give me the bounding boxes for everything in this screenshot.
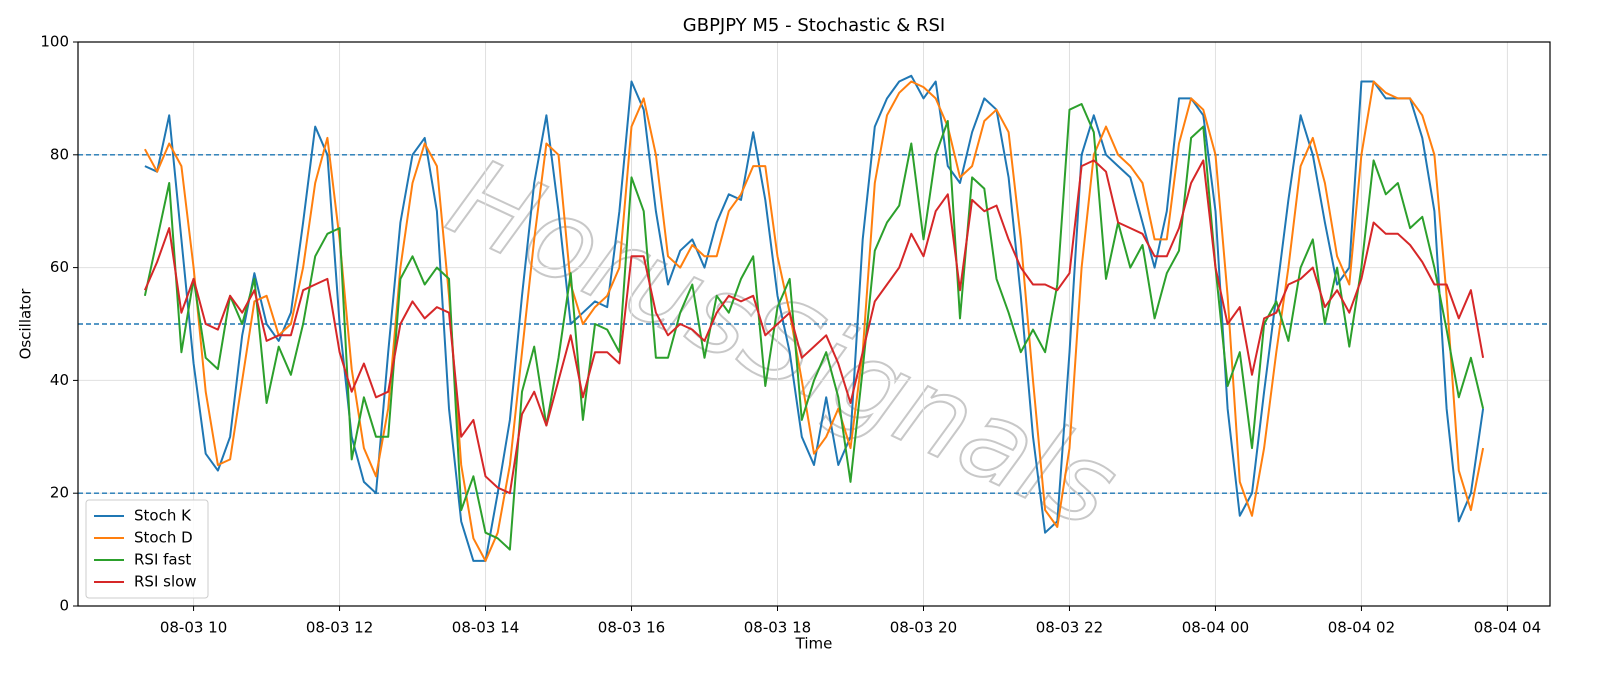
x-tick-label: 08-03 10 (160, 619, 227, 637)
legend-label: Stoch D (134, 529, 193, 547)
x-tick-label: 08-04 00 (1182, 619, 1249, 637)
legend-label: Stoch K (134, 507, 192, 525)
y-tick-label: 80 (50, 145, 69, 163)
y-tick-label: 100 (40, 33, 69, 51)
series-line (143, 159, 1485, 495)
x-tick-label: 08-03 12 (306, 619, 373, 637)
legend: Stoch K Stoch D RSI fast RSI slow (85, 499, 209, 599)
x-tick-label: 08-04 04 (1474, 619, 1541, 637)
chart-title: GBPJPY M5 - Stochastic & RSI (683, 15, 945, 36)
x-tick-label: 08-03 22 (1036, 619, 1103, 637)
x-tick-label: 08-03 18 (744, 619, 811, 637)
y-tick-label: 40 (50, 371, 69, 389)
x-tick-label: 08-03 16 (598, 619, 665, 637)
plot-frame (77, 41, 1551, 607)
x-tick-label: 08-03 20 (890, 619, 957, 637)
y-tick-label: 60 (50, 258, 69, 276)
x-axis-label: Time (795, 635, 833, 653)
legend-label: RSI fast (134, 551, 191, 569)
y-axis-label: Oscillator (17, 288, 35, 360)
series-line (144, 74, 1485, 562)
y-tick-label: 20 (50, 484, 69, 502)
series-line (143, 103, 1485, 551)
x-tick-label: 08-04 02 (1328, 619, 1395, 637)
series-line (144, 80, 1485, 562)
legend-label: RSI slow (134, 573, 197, 591)
x-tick-label: 08-03 14 (452, 619, 519, 637)
y-tick-label: 0 (59, 597, 69, 615)
legend-box (85, 499, 209, 599)
